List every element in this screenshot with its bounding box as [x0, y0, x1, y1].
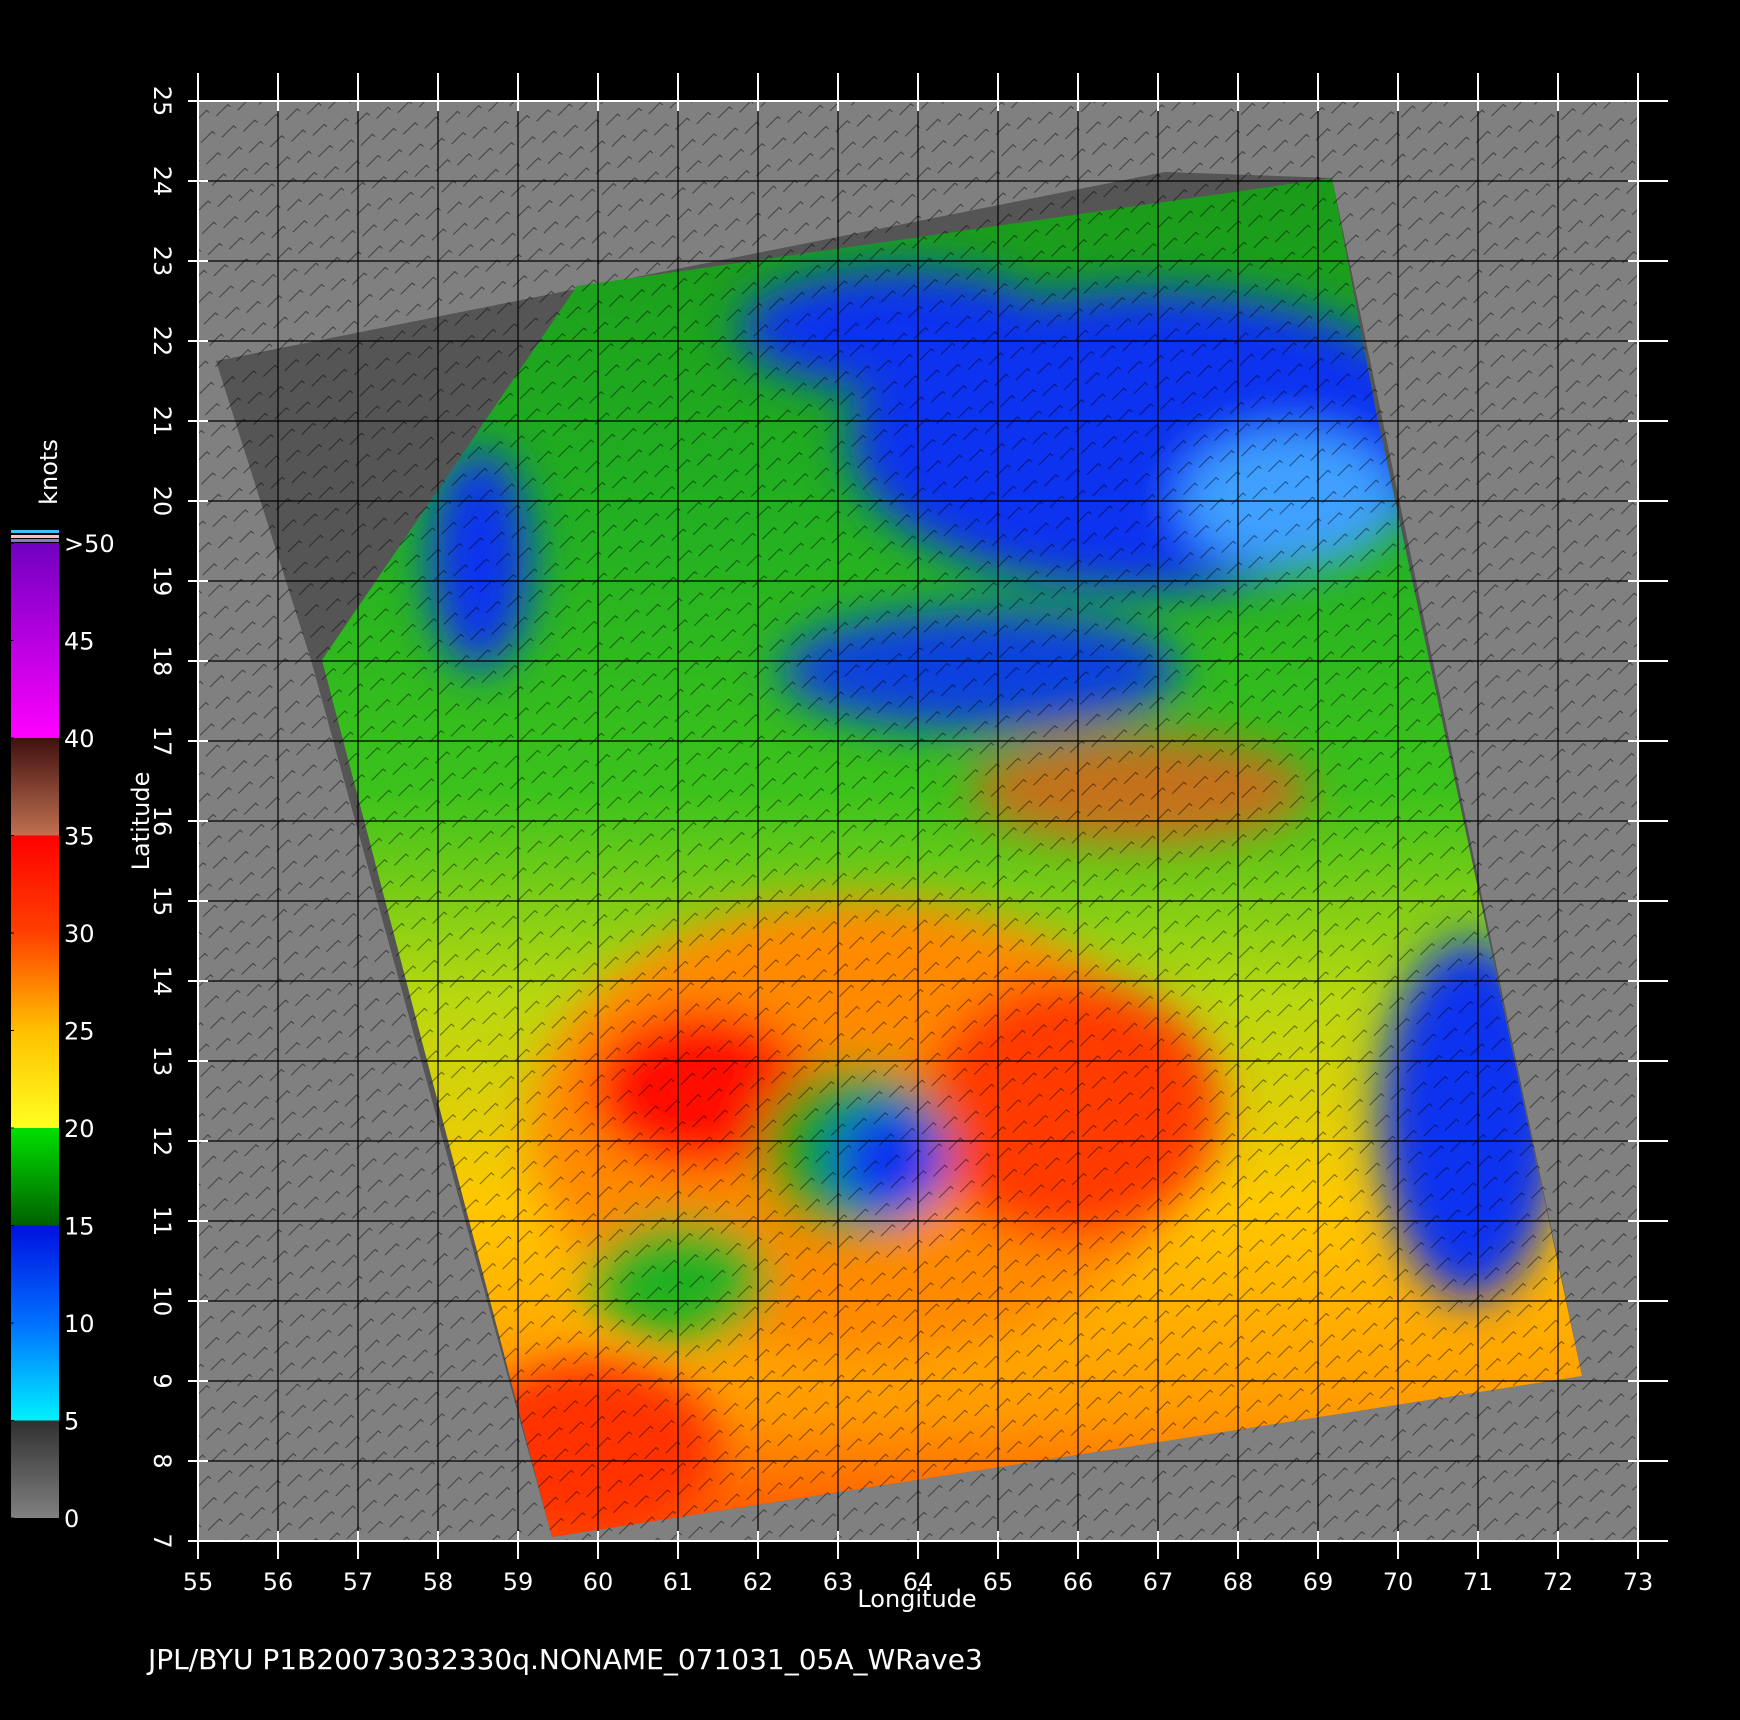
- colorbar-cap: [11, 535, 59, 538]
- x-tick-label: 68: [1223, 1568, 1254, 1596]
- y-tick-label: 12: [148, 1126, 176, 1157]
- colorbar-tick-label: 0: [64, 1505, 79, 1533]
- colorbar-tick-label: 20: [64, 1115, 95, 1143]
- x-tick-label: 57: [343, 1568, 374, 1596]
- x-tick-label: 73: [1623, 1568, 1654, 1596]
- plot-frame: [197, 100, 1639, 1542]
- x-tick-label: 67: [1143, 1568, 1174, 1596]
- colorbar-tick-label: 45: [64, 628, 95, 656]
- y-tick-label: 15: [148, 886, 176, 917]
- x-tick-label: 72: [1543, 1568, 1574, 1596]
- y-tick-label: 24: [148, 166, 176, 197]
- x-tick-label: 71: [1463, 1568, 1494, 1596]
- wind-swath: [322, 178, 1582, 1537]
- y-tick-label: 19: [148, 566, 176, 597]
- y-tick-label: 13: [148, 1046, 176, 1077]
- colorbar-tick-label: 25: [64, 1018, 95, 1046]
- colorbar-tick-label: 5: [64, 1408, 79, 1436]
- x-tick-label: 70: [1383, 1568, 1414, 1596]
- y-tick-label: 25: [148, 86, 176, 117]
- x-tick-label: 69: [1303, 1568, 1334, 1596]
- x-tick-label: 62: [743, 1568, 774, 1596]
- x-tick-label: 63: [823, 1568, 854, 1596]
- colorbar-tick-label: 10: [64, 1310, 95, 1338]
- y-tick-label: 10: [148, 1286, 176, 1317]
- y-tick-label: 18: [148, 646, 176, 677]
- y-tick-label: 7: [148, 1533, 176, 1548]
- y-tick-label: 21: [148, 406, 176, 437]
- colorbar-label: knots: [35, 439, 63, 505]
- colorbar-tick-label: 30: [64, 920, 95, 948]
- y-tick-label: 22: [148, 326, 176, 357]
- x-tick-label: 59: [503, 1568, 534, 1596]
- y-tick-label: 9: [148, 1373, 176, 1388]
- y-tick-label: 8: [148, 1453, 176, 1468]
- x-axis-label: Longitude: [857, 1585, 976, 1613]
- x-tick-label: 58: [423, 1568, 454, 1596]
- y-tick-label: 16: [148, 806, 176, 837]
- colorbar-tick-label: >50: [64, 530, 115, 558]
- x-tick-label: 60: [583, 1568, 614, 1596]
- wind-barbs: [322, 178, 1582, 1537]
- y-tick-label: 17: [148, 726, 176, 757]
- colorbar-tick-label: 35: [64, 823, 95, 851]
- y-axis-label: Latitude: [127, 772, 155, 871]
- colorbar-cap: [11, 530, 59, 533]
- colorbar: [11, 543, 59, 1518]
- colorbar-tick-label: 40: [64, 725, 95, 753]
- y-tick-label: 14: [148, 966, 176, 997]
- colorbar-tick-label: 15: [64, 1213, 95, 1241]
- y-tick-label: 11: [148, 1206, 176, 1237]
- y-tick-label: 23: [148, 246, 176, 277]
- x-tick-label: 66: [1063, 1568, 1094, 1596]
- x-tick-label: 61: [663, 1568, 694, 1596]
- footer: JPL/BYU P1B20073032330q.NONAME_071031_05…: [146, 1643, 983, 1676]
- x-tick-label: 64: [903, 1568, 934, 1596]
- x-tick-label: 56: [263, 1568, 294, 1596]
- x-tick-label: 55: [183, 1568, 214, 1596]
- x-tick-label: 65: [983, 1568, 1014, 1596]
- y-tick-label: 20: [148, 486, 176, 517]
- colorbar-cap: [11, 539, 59, 542]
